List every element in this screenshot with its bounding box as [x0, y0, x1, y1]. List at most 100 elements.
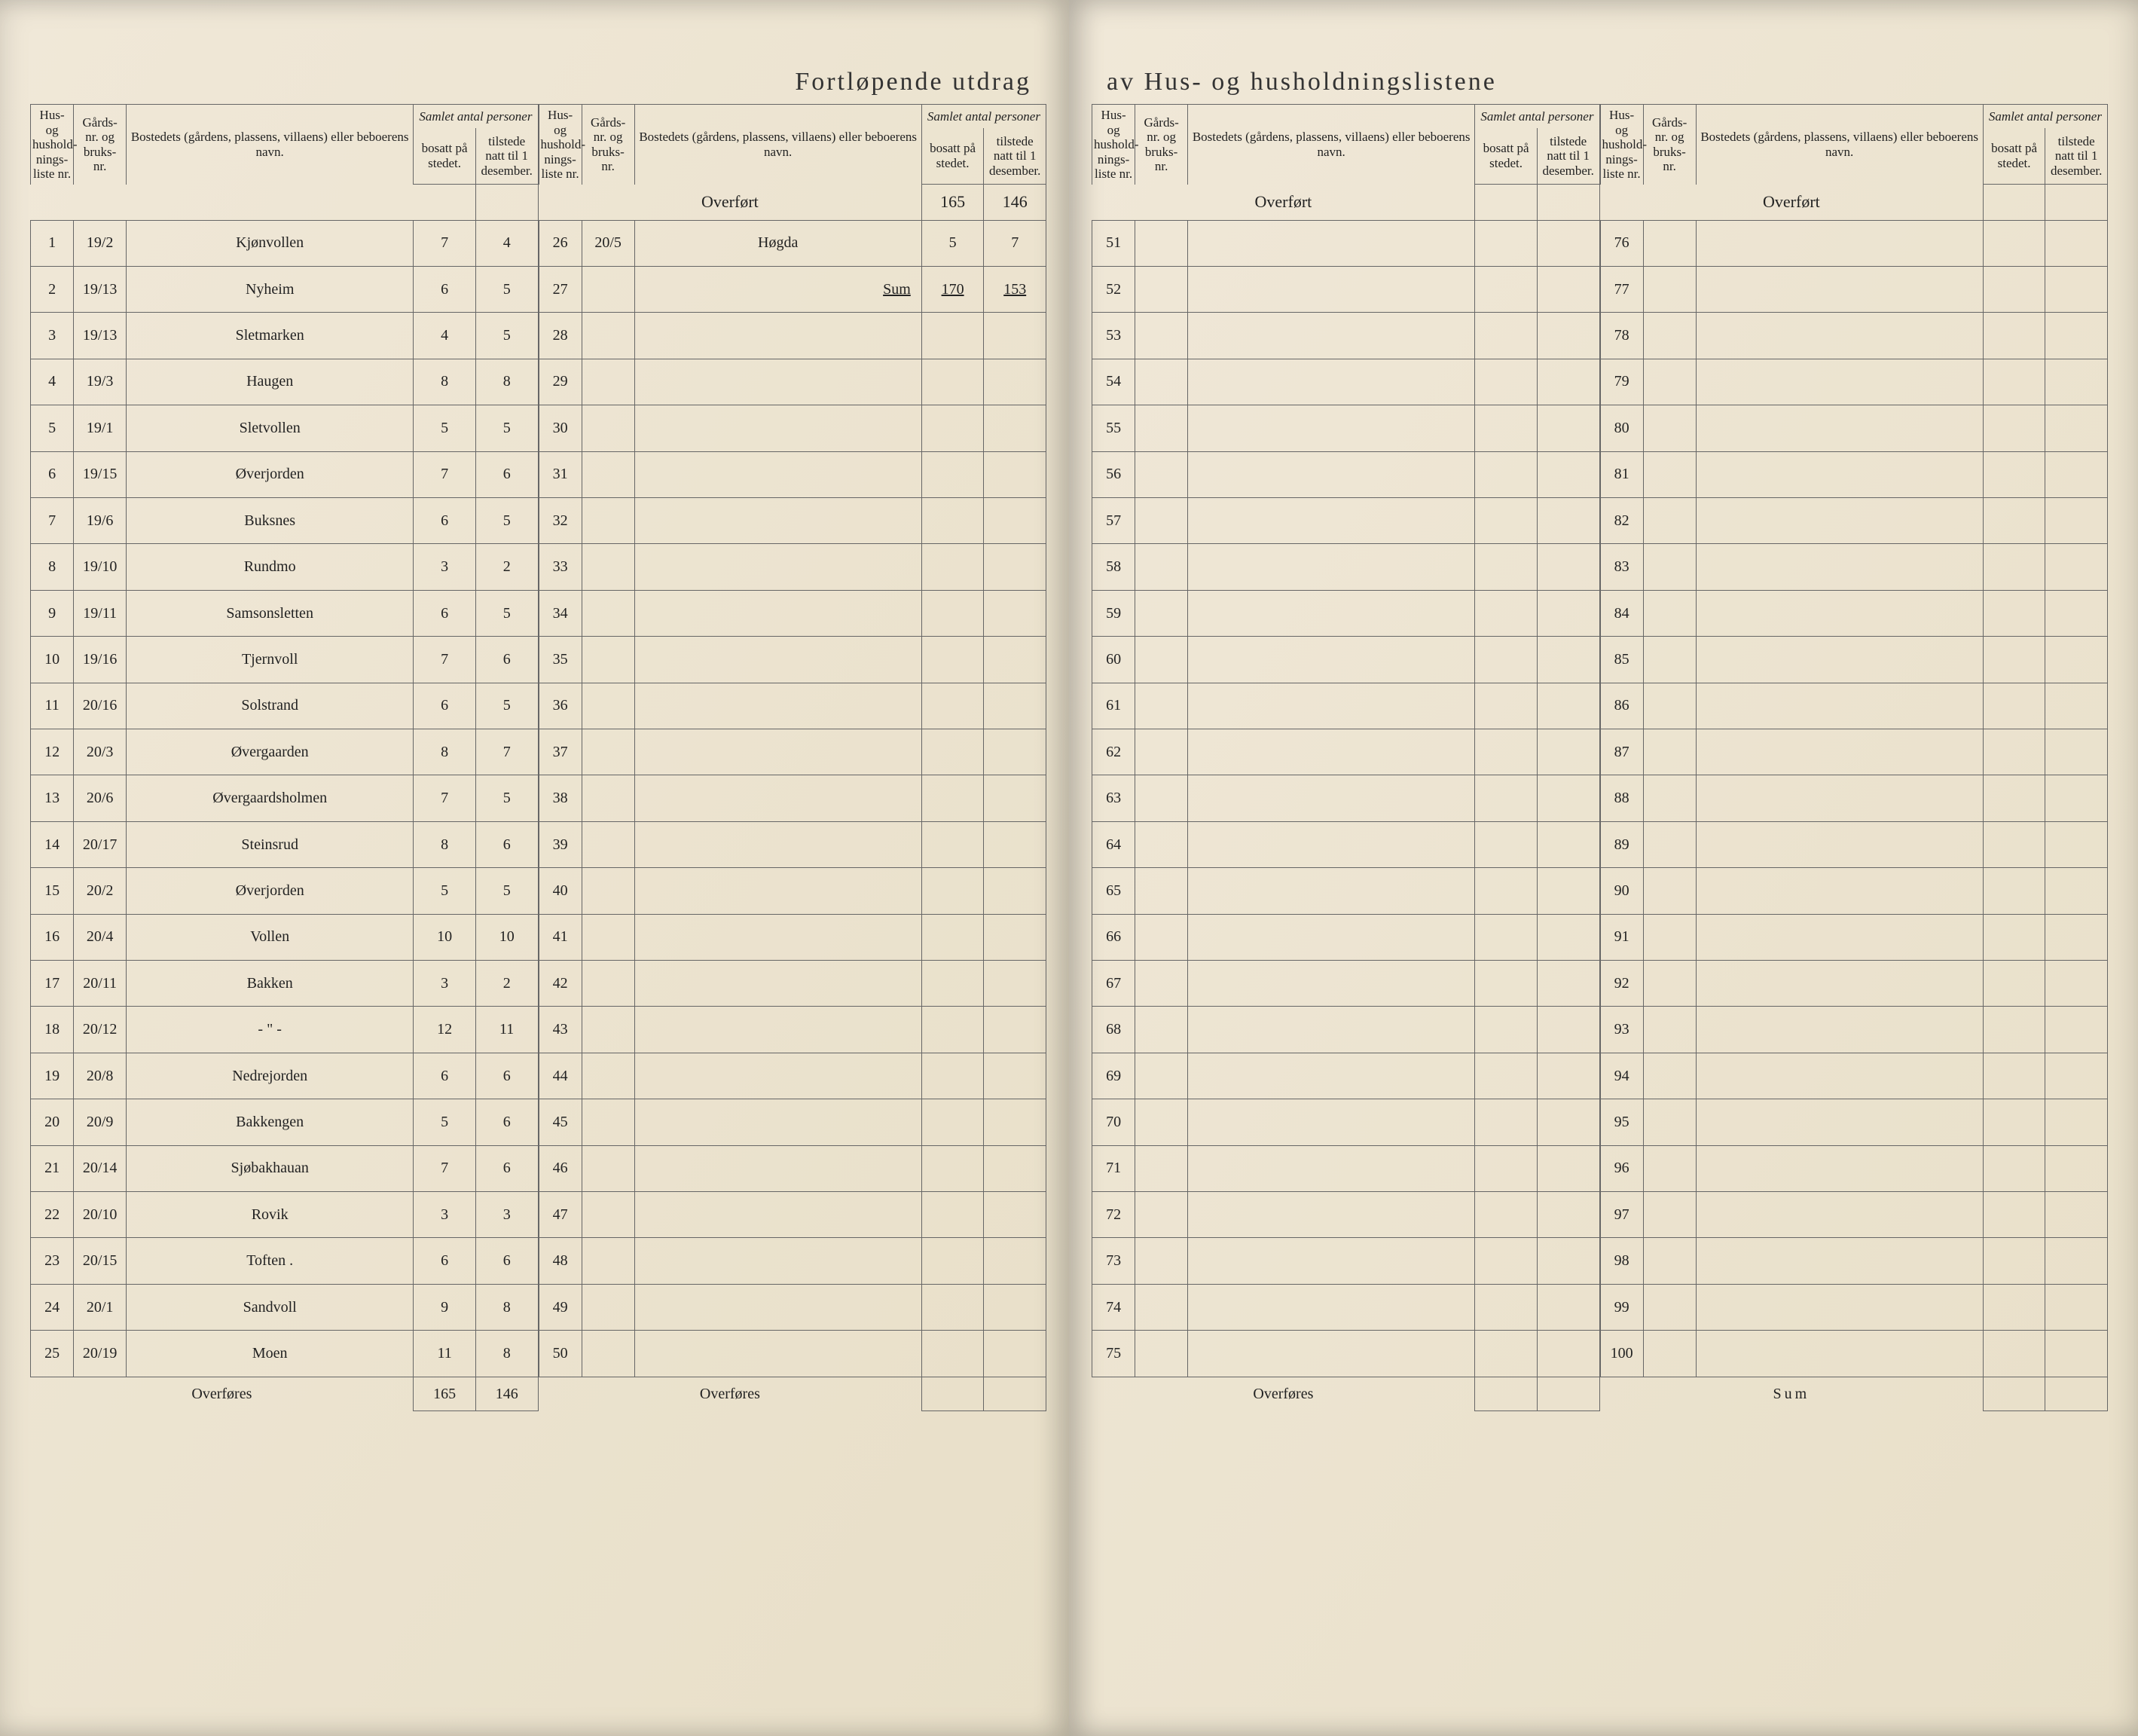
table-row: 85	[1600, 637, 2108, 683]
bosted-name: Vollen	[127, 914, 414, 960]
bosted-name	[1696, 1192, 1983, 1238]
table-row: 70	[1092, 1099, 1600, 1145]
row-number: 58	[1092, 544, 1135, 590]
bosted-name	[634, 637, 921, 683]
table-row: 1520/2Øverjorden55	[31, 868, 539, 914]
row-number: 37	[539, 729, 582, 775]
tilstede-value	[2045, 405, 2108, 451]
bosted-name	[1696, 1099, 1983, 1145]
table-row: 30	[539, 405, 1046, 451]
row-number: 11	[31, 683, 74, 729]
bosatt-value	[1983, 637, 2045, 683]
bosatt-value	[1475, 914, 1538, 960]
table-row: 49	[539, 1284, 1046, 1330]
gards-nr	[1135, 821, 1188, 867]
table-row: 75	[1092, 1331, 1600, 1377]
bosted-name: Samsonsletten	[127, 590, 414, 636]
gards-nr: 20/19	[74, 1331, 127, 1377]
table-row: 819/10Rundmo32	[31, 544, 539, 590]
bosatt-value: 6	[414, 266, 476, 312]
bosatt-value	[1983, 1099, 2045, 1145]
tilstede-value	[984, 637, 1046, 683]
header-gards: Gårds- nr. og bruks- nr.	[582, 105, 634, 185]
table-row: 92	[1600, 961, 2108, 1007]
table-row: 51	[1092, 220, 1600, 266]
row-number: 5	[31, 405, 74, 451]
bosatt-value: 5	[414, 405, 476, 451]
tilstede-value	[2045, 1099, 2108, 1145]
gards-nr	[1643, 775, 1696, 821]
gards-nr	[1643, 1331, 1696, 1377]
header-hus: Hus- og hushold- nings- liste nr.	[31, 105, 74, 185]
bosted-name	[1188, 266, 1475, 312]
table-row: 68	[1092, 1007, 1600, 1053]
bosatt-value	[1983, 1192, 2045, 1238]
tilstede-value	[1537, 313, 1599, 359]
gards-nr: 20/14	[74, 1145, 127, 1191]
row-number: 59	[1092, 590, 1135, 636]
gards-nr	[582, 313, 634, 359]
row-number: 66	[1092, 914, 1135, 960]
bosatt-value	[1983, 1284, 2045, 1330]
row-number: 44	[539, 1053, 582, 1099]
bosatt-value	[921, 1145, 984, 1191]
table-row: 34	[539, 590, 1046, 636]
gards-nr	[582, 1192, 634, 1238]
header-samlet: Samlet antal personer	[921, 105, 1046, 128]
bosted-name	[634, 1145, 921, 1191]
table-row: 28	[539, 313, 1046, 359]
tilstede-value	[2045, 821, 2108, 867]
bosted-name: Øverjorden	[127, 451, 414, 497]
table-row: 74	[1092, 1284, 1600, 1330]
row-number: 99	[1600, 1284, 1643, 1330]
bosted-name	[1188, 775, 1475, 821]
bosted-name	[634, 544, 921, 590]
table-row: 1220/3Øvergaarden87	[31, 729, 539, 775]
header-hus: Hus- og hushold- nings- liste nr.	[539, 105, 582, 185]
gards-nr	[582, 821, 634, 867]
gards-nr	[582, 1284, 634, 1330]
gards-nr	[1135, 1145, 1188, 1191]
table-row: 84	[1600, 590, 2108, 636]
bosted-name	[1188, 313, 1475, 359]
gards-nr: 19/6	[74, 497, 127, 543]
bosatt-value	[921, 497, 984, 543]
bosted-name: Kjønvollen	[127, 220, 414, 266]
bosatt-value	[1983, 313, 2045, 359]
gards-nr	[1643, 729, 1696, 775]
table-row: 60	[1092, 637, 1600, 683]
row-number: 41	[539, 914, 582, 960]
row-number: 45	[539, 1099, 582, 1145]
row-number: 65	[1092, 868, 1135, 914]
gards-nr	[582, 266, 634, 312]
gards-nr	[1643, 359, 1696, 405]
bosatt-value: 6	[414, 497, 476, 543]
ledger-section-2: Hus- og hushold- nings- liste nr. Gårds-…	[539, 104, 1047, 1411]
table-row: 59	[1092, 590, 1600, 636]
gards-nr	[1135, 497, 1188, 543]
bosted-name	[1188, 590, 1475, 636]
gards-nr	[1135, 1099, 1188, 1145]
ledger-spread: Fortløpende utdrag Hus- og hushold- ning…	[0, 0, 2138, 1736]
bosatt-value: 3	[414, 961, 476, 1007]
table-row: 97	[1600, 1192, 2108, 1238]
tilstede-value: 4	[475, 220, 538, 266]
gards-nr	[1135, 1331, 1188, 1377]
row-number: 96	[1600, 1145, 1643, 1191]
bosted-name: Moen	[127, 1331, 414, 1377]
gards-nr	[582, 637, 634, 683]
tilstede-value	[2045, 313, 2108, 359]
bosatt-value: 7	[414, 775, 476, 821]
table-row: 62	[1092, 729, 1600, 775]
bosted-name: Rovik	[127, 1192, 414, 1238]
tilstede-value	[2045, 775, 2108, 821]
table-row: 2120/14Sjøbakhauan76	[31, 1145, 539, 1191]
bosatt-value: 6	[414, 683, 476, 729]
bosatt-value	[1983, 1007, 2045, 1053]
bosted-name	[1188, 1145, 1475, 1191]
row-number: 79	[1600, 359, 1643, 405]
bosatt-value: 11	[414, 1331, 476, 1377]
page-title-right: av Hus- og husholdningslistene	[1107, 68, 2108, 96]
row-number: 3	[31, 313, 74, 359]
gards-nr	[1135, 637, 1188, 683]
